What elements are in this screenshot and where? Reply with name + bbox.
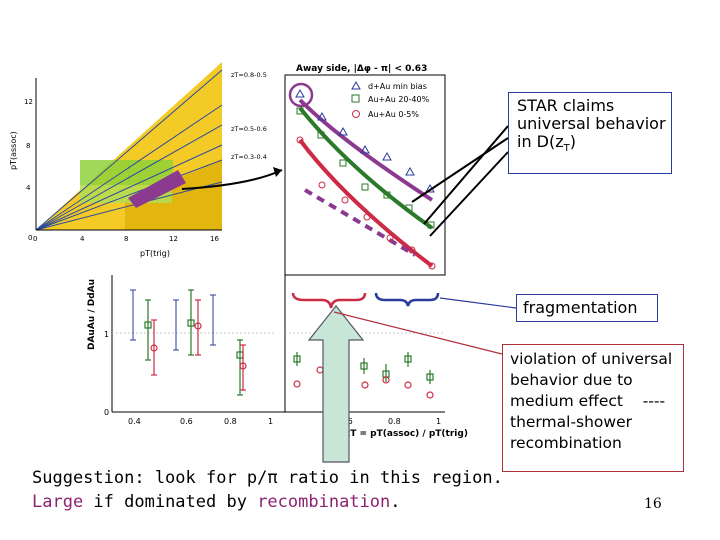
purple-arrow [128, 170, 186, 208]
ratio-right-xtick-2: 0.8 [388, 417, 401, 426]
diag-line-3 [35, 124, 223, 231]
highlight-circle [288, 82, 314, 108]
blue-brace [374, 292, 440, 307]
ratio-ytick-0: 0 [104, 408, 109, 417]
connector-arrowhead [273, 167, 282, 177]
ratio-xtick-1: 0.6 [180, 417, 193, 426]
callout-star-line3: in D(zT) [517, 132, 576, 155]
diag-line-1 [35, 69, 223, 231]
leader-line-frag [439, 297, 517, 309]
ratio-right-green [293, 352, 434, 384]
leader-line-2 [411, 137, 509, 203]
callout-fragmentation: fragmentation [516, 294, 658, 322]
left-xtick-2: 8 [124, 235, 128, 243]
ratio-left-triangles [130, 289, 216, 351]
suggestion-line2: Large if dominated by recombination. [32, 492, 401, 512]
ratio-xtick-2: 0.8 [224, 417, 237, 426]
left-ytick-3: 12 [24, 98, 33, 106]
ratio-xtick-3: 1 [268, 417, 273, 426]
callout-viol-line2: behavior due to [510, 371, 633, 389]
ratio-plot: DAuAu / DdAu 0 1 0.4 0.6 0.8 1 0.6 0.8 1… [87, 275, 468, 439]
page-number: 16 [644, 496, 662, 512]
ratio-ylabel: DAuAu / DdAu [87, 279, 97, 350]
legend-triangle-icon [351, 80, 361, 90]
red-brace [291, 292, 367, 309]
callout-violation: violation of universal behavior due to m… [502, 344, 684, 472]
legend-circle-icon [352, 110, 360, 118]
left-xtick-3: 12 [169, 235, 178, 243]
left-ylabel: pT(assoc) [9, 131, 18, 170]
diag-line-5 [35, 159, 223, 231]
suggestion-line1: Suggestion: look for p/π ratio in this r… [32, 468, 503, 488]
up-arrow [307, 305, 365, 463]
ratio-right-xtick-3: 1 [436, 417, 441, 426]
leader-line-viol [333, 311, 503, 355]
left-ytick-0: 0 [28, 234, 32, 242]
left-xtick-0: 0 [33, 235, 37, 243]
diag-line-2 [35, 104, 223, 231]
left-ytick-2: 8 [26, 142, 30, 150]
legend-entry-3: Au+Au 0-5% [368, 110, 419, 119]
ratio-left-green [144, 289, 244, 396]
suggestion-text: Suggestion: look for p/π ratio in this r… [32, 466, 503, 514]
callout-viol-line4: thermal-shower [510, 413, 633, 431]
connector-arrow [181, 169, 283, 190]
left-kinematic-plot: pT(assoc) pT(trig) 0 4 8 12 0 4 8 12 16 … [9, 60, 282, 258]
band-label-1: zT=0.8-0.5 [231, 71, 267, 79]
legend-square-icon [351, 94, 360, 103]
left-xtick-4: 16 [210, 235, 219, 243]
left-xtick-1: 4 [80, 235, 85, 243]
data-points-circles [296, 136, 436, 270]
left-ytick-1: 4 [26, 184, 31, 192]
diag-line-4 [35, 144, 223, 231]
callout-viol-line1: violation of universal [510, 350, 673, 368]
right-plot-title: Away side, |Δφ - π| < 0.63 [296, 64, 427, 74]
legend-entry-2: Au+Au 20-40% [368, 95, 430, 104]
purple-curve [298, 98, 434, 202]
data-points-squares [296, 107, 435, 229]
band-label-3: zT=0.3-0.4 [231, 153, 267, 161]
callout-viol-line5: recombination [510, 434, 622, 452]
callout-viol-line3: medium effect ---- [510, 392, 666, 410]
right-main-plot: Away side, |Δφ - π| < 0.63 d+Au min bias… [284, 64, 446, 276]
diag-line-6 [35, 181, 223, 231]
ratio-ytick-1: 1 [104, 330, 109, 339]
leader-line-1 [423, 125, 509, 225]
callout-star-line2: universal behavior [517, 114, 666, 133]
green-curve [298, 106, 434, 230]
band-label-2: zT=0.5-0.6 [231, 125, 267, 133]
right-xlabel: zT = pT(assoc) / pT(trig) [345, 429, 468, 439]
red-curve [298, 138, 434, 268]
callout-star-claim: STAR claims universal behavior in D(zT) [508, 92, 672, 174]
legend-entry-1: d+Au min bias [368, 82, 427, 91]
data-points-triangles [295, 88, 435, 193]
dashed-curve [303, 188, 417, 257]
ratio-left-red [150, 299, 247, 391]
left-xlabel: pT(trig) [140, 249, 170, 258]
leader-line-3 [429, 151, 509, 237]
callout-star-line1: STAR claims [517, 96, 615, 115]
ratio-xtick-0: 0.4 [128, 417, 141, 426]
